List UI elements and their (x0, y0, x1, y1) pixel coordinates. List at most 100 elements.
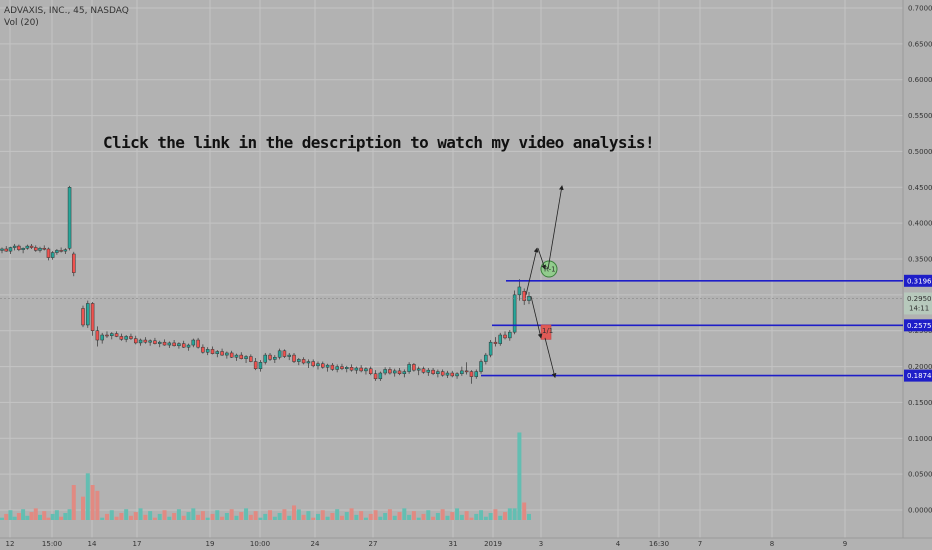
volume-bar (8, 510, 13, 520)
candle-body (402, 371, 407, 374)
candle-body (21, 247, 25, 250)
candle-body (29, 245, 34, 248)
candle-body (373, 373, 378, 380)
volume-bar (507, 508, 512, 520)
candle-body (392, 370, 397, 374)
price-tick-label: 0.5500 (908, 112, 932, 120)
candle-body (268, 354, 272, 360)
volume-bar (29, 512, 34, 520)
time-tick-label: 3 (539, 540, 543, 548)
time-tick-label: 19 (206, 540, 215, 548)
volume-bar (224, 513, 229, 520)
candle-body (172, 342, 176, 347)
volume-bar (263, 513, 268, 520)
candle-body (311, 361, 315, 367)
volume-bar (71, 485, 76, 520)
candle-body (124, 336, 128, 340)
candle-body (321, 363, 325, 368)
candle-body (469, 371, 474, 377)
volume-bar (488, 513, 493, 520)
candle-body (522, 291, 526, 301)
volume-bar (344, 512, 349, 520)
candle-body (445, 372, 450, 376)
candle-body (38, 247, 42, 251)
candle-body (416, 368, 421, 371)
candle-body (191, 339, 196, 346)
candle-body (349, 367, 354, 371)
candle-body (517, 286, 522, 296)
volume-bar (181, 515, 186, 520)
volume-bar (282, 509, 287, 520)
candle-body (297, 359, 301, 362)
candle-body (325, 364, 330, 368)
volume-bar (90, 485, 95, 520)
volume-bar (0, 517, 4, 520)
countdown-label: 14:11 (909, 304, 929, 312)
volume-bar (143, 514, 148, 520)
volume-bar (397, 512, 402, 520)
price-tick-label: 0.6500 (908, 40, 932, 48)
candle-body (412, 364, 416, 371)
volume-bar (59, 516, 64, 520)
volume-bar (378, 516, 383, 520)
price-tick-label: 0.3500 (908, 256, 932, 264)
candle-body (220, 351, 224, 356)
volume-bar (407, 514, 412, 520)
candle-body (493, 341, 498, 344)
price-tick-label: 0.0000 (908, 507, 932, 515)
price-tick-label: 0.2000 (908, 363, 932, 371)
volume-bar (148, 511, 153, 520)
candle-body (340, 366, 344, 369)
projection-box[interactable] (540, 324, 552, 340)
candle-body (63, 249, 68, 252)
volume-bar (220, 516, 225, 520)
candle-body (239, 354, 244, 359)
candle-body (383, 369, 387, 374)
volume-bar (431, 516, 436, 520)
volume-bar (42, 511, 47, 520)
volume-bar (63, 513, 68, 520)
time-tick-label: 31 (449, 540, 458, 548)
candle-body (287, 354, 291, 357)
candle-body (508, 331, 512, 339)
price-tick-label: 0.1000 (908, 435, 932, 443)
candle-body (181, 343, 186, 348)
volume-bar (315, 513, 320, 520)
projection-arrow (525, 247, 539, 295)
volume-bar (330, 513, 335, 520)
candle-body (46, 248, 51, 258)
volume-bar (272, 516, 277, 520)
projection-arrow (537, 248, 546, 270)
candle-body (17, 245, 21, 250)
current-price-tag (904, 292, 932, 315)
volume-bar (16, 513, 21, 520)
candle-body (86, 303, 90, 326)
price-tick-label: 0.1500 (908, 399, 932, 407)
candle-body (407, 364, 411, 372)
candle-body (359, 367, 363, 372)
candle-body (292, 354, 296, 362)
projection-arrow (530, 296, 543, 339)
volume-bar (119, 513, 124, 520)
candle-body (234, 354, 239, 358)
candle-body (67, 187, 72, 249)
candle-body (253, 361, 258, 369)
candle-body (210, 349, 215, 354)
volume-bar (109, 510, 114, 520)
candle-body (215, 351, 220, 354)
candle-body (201, 346, 205, 353)
volume-bar (85, 473, 90, 520)
volume-bar (450, 512, 455, 520)
volume-bar (4, 513, 9, 520)
volume-bar (234, 515, 239, 520)
volume-bar (95, 490, 100, 520)
time-tick-label: 8 (770, 540, 774, 548)
level-price-label: 0.1874 (907, 372, 932, 380)
candle-body (157, 341, 162, 344)
time-tick-label: 12 (6, 540, 15, 548)
time-tick-label: 27 (369, 540, 378, 548)
candle-body (258, 362, 263, 369)
candle-body (450, 372, 455, 377)
volume-bar (325, 516, 330, 520)
